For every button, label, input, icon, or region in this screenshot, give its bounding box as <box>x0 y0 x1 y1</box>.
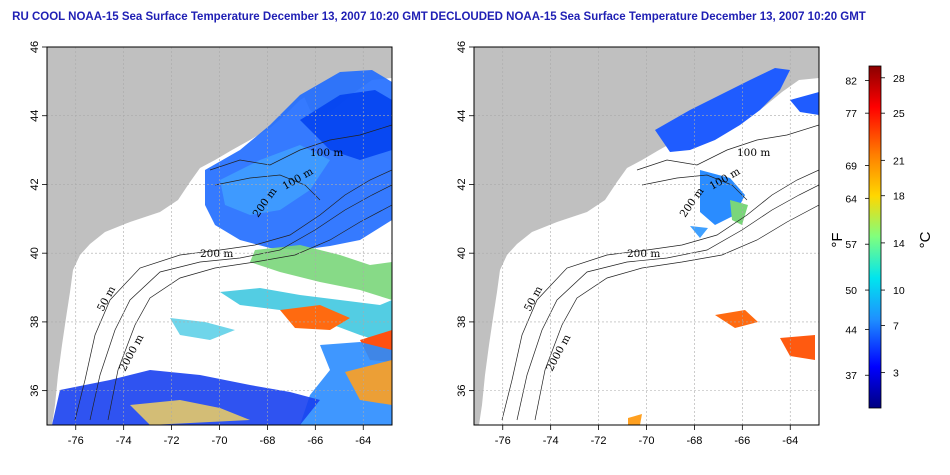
x-tick-label: -66 <box>307 435 323 447</box>
celsius-tick-label: 7 <box>893 320 899 332</box>
x-tick-label: -76 <box>495 435 511 447</box>
celsius-tick-label: 28 <box>893 73 905 85</box>
x-tick-label: -68 <box>686 435 702 447</box>
x-tick-label: -70 <box>639 435 655 447</box>
fahrenheit-tick-label: 82 <box>845 75 857 87</box>
contour-label: 100 m <box>737 147 770 159</box>
map-title: DECLOUDED NOAA-15 Sea Surface Temperatur… <box>430 11 866 23</box>
celsius-tick-label: 10 <box>893 285 905 297</box>
y-tick-label: 40 <box>456 247 468 259</box>
bathymetry-contours <box>74 124 392 421</box>
fahrenheit-tick-label: 64 <box>845 193 857 205</box>
bathymetry-contours <box>501 124 819 421</box>
land-mass <box>47 47 392 425</box>
colorbar-fahrenheit-ticks: 82 77 69 64 57 50 44 37 <box>845 75 869 382</box>
y-tick-label: 38 <box>29 316 41 328</box>
y-tick-label: 36 <box>456 385 468 397</box>
graticule <box>474 47 819 425</box>
y-tick-label: 42 <box>456 178 468 190</box>
celsius-tick-label: 21 <box>893 155 905 167</box>
y-tick-label: 40 <box>29 247 41 259</box>
celsius-tick-label: 18 <box>893 191 905 203</box>
y-tick-label: 46 <box>29 41 41 53</box>
fahrenheit-tick-label: 57 <box>845 239 857 251</box>
x-tick-label: -74 <box>116 435 132 447</box>
x-tick-label: -76 <box>68 435 84 447</box>
fahrenheit-tick-label: 37 <box>845 370 857 382</box>
map-left: RU COOL NOAA-15 Sea Surface Temperature … <box>12 11 428 447</box>
colorbar-celsius-ticks: 28 25 21 18 14 10 7 3 <box>881 73 905 380</box>
map-right: DECLOUDED NOAA-15 Sea Surface Temperatur… <box>430 11 866 447</box>
celsius-tick-label: 25 <box>893 108 905 120</box>
graticule <box>47 47 392 425</box>
fahrenheit-tick-label: 50 <box>845 285 857 297</box>
fahrenheit-tick-label: 44 <box>845 324 857 336</box>
celsius-tick-label: 14 <box>893 238 905 250</box>
fahrenheit-tick-label: 77 <box>845 108 857 120</box>
x-tick-label: -74 <box>543 435 559 447</box>
colorbar-gradient <box>868 65 882 409</box>
fahrenheit-unit: °F <box>829 232 846 247</box>
sst-data <box>628 68 819 425</box>
map-left-plot: 50 m 200 m 100 m 100 m 200 m 2000 m <box>47 47 392 425</box>
axis-ticks: -76 -74 -72 -70 -68 -66 -64 36 38 40 42 44 46 <box>456 41 798 447</box>
y-tick-label: 36 <box>29 385 41 397</box>
celsius-unit: °C <box>917 231 934 248</box>
contour-label: 100 m <box>310 147 343 159</box>
map-right-plot: 50 m 200 m 100 m 100 m 200 m 2000 m <box>474 47 819 425</box>
colorbar: 82 77 69 64 57 50 44 37 28 25 21 18 14 10 7 3 °F °C <box>829 65 934 409</box>
y-tick-label: 38 <box>456 316 468 328</box>
x-tick-label: -64 <box>355 435 371 447</box>
axis-ticks: -76 -74 -72 -70 -68 -66 -64 36 38 40 42 44 46 <box>29 41 371 447</box>
y-tick-label: 44 <box>29 110 41 122</box>
contour-label: 200 m <box>200 248 233 260</box>
land-mass <box>474 47 819 425</box>
x-tick-label: -72 <box>164 435 180 447</box>
x-tick-label: -72 <box>591 435 607 447</box>
y-tick-label: 42 <box>29 178 41 190</box>
contour-label: 200 m <box>627 248 660 260</box>
y-tick-label: 46 <box>456 41 468 53</box>
map-title: RU COOL NOAA-15 Sea Surface Temperature … <box>12 11 428 23</box>
y-tick-label: 44 <box>456 110 468 122</box>
fahrenheit-tick-label: 69 <box>845 161 857 173</box>
sst-data <box>52 70 392 425</box>
x-tick-label: -68 <box>259 435 275 447</box>
x-tick-label: -66 <box>734 435 750 447</box>
celsius-tick-label: 3 <box>893 368 899 380</box>
x-tick-label: -64 <box>782 435 798 447</box>
x-tick-label: -70 <box>212 435 228 447</box>
